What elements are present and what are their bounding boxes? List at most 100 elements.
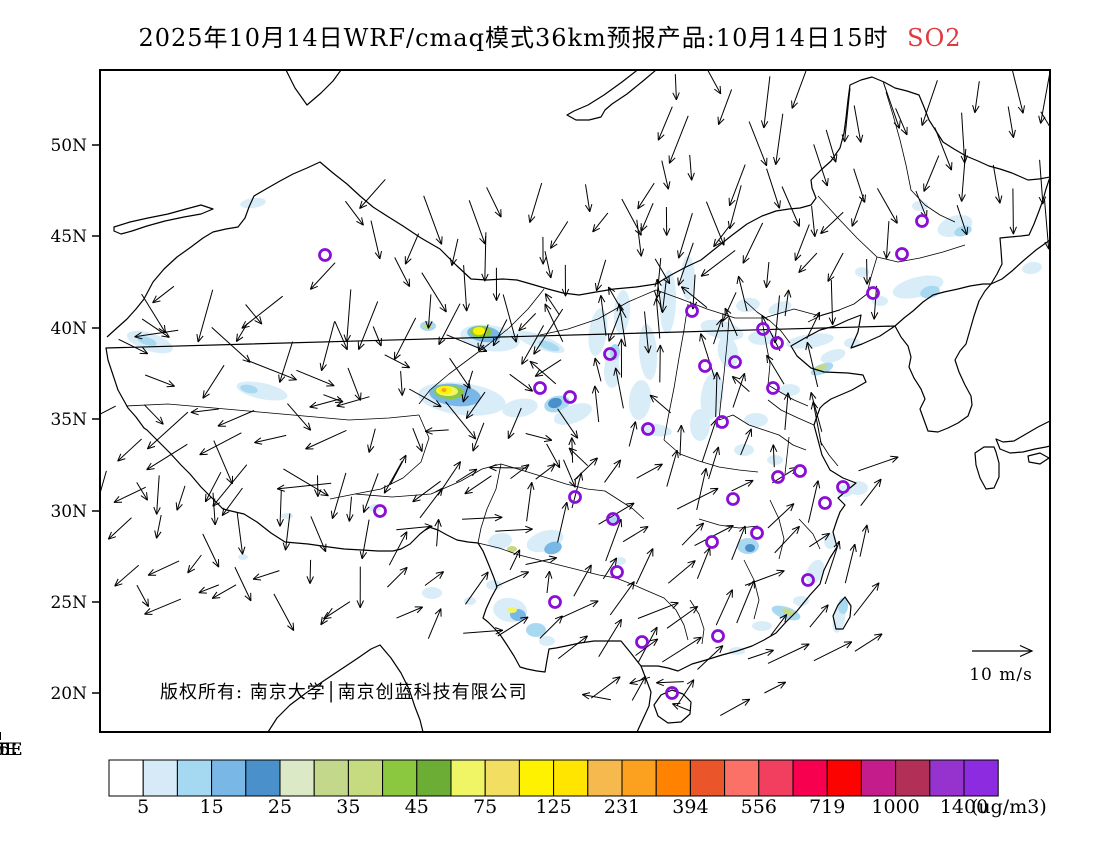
wind-arrow	[636, 219, 645, 257]
city-marker	[318, 248, 332, 262]
colorbar-cell	[245, 759, 281, 797]
city-marker	[750, 526, 764, 540]
wind-arrow	[346, 496, 354, 522]
wind-arrow	[464, 571, 489, 605]
wind-arrow	[827, 252, 844, 282]
reference-arrow-head	[1019, 644, 1034, 658]
wind-arrow	[728, 164, 746, 207]
wind-arrow	[136, 482, 148, 501]
wind-arrow	[590, 676, 621, 699]
wind-arrow	[343, 289, 352, 343]
wind-arrow	[607, 286, 627, 318]
wind-arrow	[677, 213, 693, 259]
wind-arrow	[398, 371, 406, 396]
so2-plume	[502, 398, 538, 418]
wind-arrow	[1038, 74, 1049, 124]
wind-arrow	[187, 554, 202, 574]
wind-arrow	[146, 443, 188, 471]
city-marker	[715, 415, 729, 429]
wind-arrow	[461, 370, 474, 403]
wind-arrow	[657, 106, 673, 141]
province-border-path	[125, 403, 420, 421]
city-marker	[705, 535, 719, 549]
wind-arrow	[613, 367, 624, 409]
wind-arrow	[408, 388, 442, 408]
city-marker	[568, 490, 582, 504]
so2-plume	[780, 384, 800, 396]
coastline-path	[285, 71, 342, 106]
wind-arrow	[101, 470, 107, 492]
lat-tick-label: 45N	[50, 227, 87, 247]
colorbar-cell	[963, 759, 999, 797]
wind-arrow	[680, 286, 708, 308]
wind-arrow	[1040, 111, 1049, 127]
wind-arrow	[992, 164, 1003, 204]
wind-arrow	[747, 648, 774, 660]
wind-arrow	[676, 487, 719, 510]
wind-arrow	[713, 318, 724, 345]
wind-arrow	[766, 354, 785, 385]
wind-arrow	[557, 501, 569, 543]
lat-tick-label: 35N	[50, 410, 87, 430]
wind-arrow	[393, 317, 417, 361]
colorbar-value-label: 1000	[871, 796, 919, 818]
wind-arrow	[656, 678, 684, 687]
wind-arrow	[960, 112, 968, 164]
wind-arrow	[637, 601, 679, 619]
wind-arrow	[1038, 159, 1047, 205]
wind-arrow	[598, 295, 607, 336]
wind-arrow	[773, 113, 784, 165]
wind-arrow	[699, 333, 716, 379]
province-border-path	[761, 319, 771, 386]
so2-plume	[745, 544, 755, 552]
wind-arrow	[666, 449, 679, 487]
wind-arrow	[616, 303, 627, 347]
lat-tick-label: 40N	[50, 319, 87, 339]
wind-arrow	[276, 489, 284, 527]
colorbar-cell	[313, 759, 349, 797]
wind-arrow	[805, 341, 819, 388]
province-border-path	[767, 384, 815, 426]
coastline-path	[990, 239, 1049, 285]
lon-tick-label: 135E	[0, 740, 22, 760]
wind-arrow	[388, 531, 408, 566]
wind-arrow	[666, 605, 699, 629]
colorbar-cell	[382, 759, 418, 797]
province-border-path	[718, 414, 807, 451]
wind-arrow	[144, 598, 182, 615]
city-marker	[866, 286, 880, 300]
wind-arrow	[525, 555, 557, 565]
so2-plume	[752, 621, 772, 631]
wind-arrow	[810, 401, 822, 446]
city-marker	[698, 359, 712, 373]
so2-plume	[488, 532, 512, 550]
wind-arrow	[314, 475, 322, 497]
colorbar-cell	[142, 759, 178, 797]
wind-arrow	[920, 80, 938, 126]
so2-plume	[240, 384, 258, 394]
axis-ticks-and-labels: 50N 45N 40N 35N 30N 25N 20N 75E80E85E90E95E100E…	[0, 136, 100, 760]
wind-arrow	[736, 275, 748, 312]
wind-arrow	[252, 570, 280, 581]
wind-arrow	[521, 325, 545, 365]
coastline-path	[894, 283, 992, 433]
so2-plume	[744, 413, 768, 427]
wind-arrow	[628, 421, 638, 447]
so2-plume	[700, 372, 724, 420]
wind-arrow	[495, 571, 530, 587]
wind-arrow	[668, 115, 689, 164]
wind-arrow	[649, 394, 672, 414]
so2-plume	[838, 598, 848, 614]
so2-plume	[855, 267, 869, 277]
coastline-path	[832, 596, 852, 630]
so2-plume	[548, 397, 562, 409]
colorbar-cell	[176, 759, 213, 797]
reference-arrow-label: 10 m/s	[969, 665, 1033, 685]
coastline-path	[1027, 452, 1049, 465]
wind-arrow	[667, 560, 696, 584]
wind-arrow	[278, 341, 294, 383]
city-marker	[610, 565, 624, 579]
wind-arrow	[396, 606, 424, 619]
wind-arrow	[334, 321, 348, 351]
